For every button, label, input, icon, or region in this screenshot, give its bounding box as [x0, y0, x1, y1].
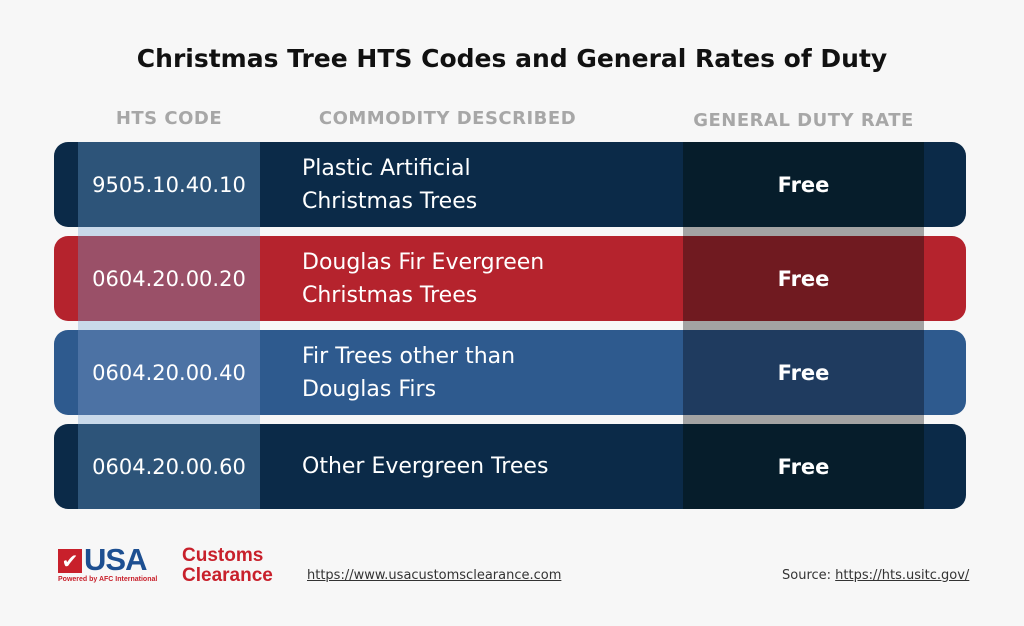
hts-code: 0604.20.00.40 [78, 330, 260, 415]
checkmark-icon: ✔ [58, 549, 82, 573]
duty-rate: Free [683, 330, 924, 415]
source: Source: https://hts.usitc.gov/ [782, 568, 970, 583]
duty-rate: Free [683, 424, 924, 509]
commodity-description: Other Evergreen Trees [302, 454, 549, 479]
hts-code: 9505.10.40.10 [78, 142, 260, 227]
source-link[interactable]: https://hts.usitc.gov/ [835, 568, 970, 583]
commodity-description: Plastic Artificial Christmas Trees [302, 155, 478, 214]
hts-code: 0604.20.00.20 [78, 236, 260, 321]
table-row: 0604.20.00.40 Fir Trees other than Dougla… [54, 330, 966, 415]
usa-customs-clearance-logo: ✔ USA Customs Clearance Powered by AFC In… [58, 542, 273, 586]
table-row: 9505.10.40.10 Plastic Artificial Christma… [54, 142, 966, 227]
commodity-description: Fir Trees other than Douglas Firs [302, 343, 516, 402]
table-row: 0604.20.00.60 Other Evergreen Trees Free [54, 424, 966, 509]
header-hts-code: HTS CODE [115, 108, 223, 129]
page-title: Christmas Tree HTS Codes and General Rat… [136, 44, 888, 73]
duty-rate: Free [683, 236, 924, 321]
hts-code: 0604.20.00.60 [78, 424, 260, 509]
duty-rate: Free [683, 142, 924, 227]
header-commodity: COMMODITY DESCRIBED [318, 108, 577, 129]
table-row: 0604.20.00.20 Douglas Fir Evergreen Chris… [54, 236, 966, 321]
website-link[interactable]: https://www.usacustomsclearance.com [307, 568, 562, 583]
header-duty-rate: GENERAL DUTY RATE [693, 110, 914, 131]
commodity-description: Douglas Fir Evergreen Christmas Trees [302, 249, 545, 308]
